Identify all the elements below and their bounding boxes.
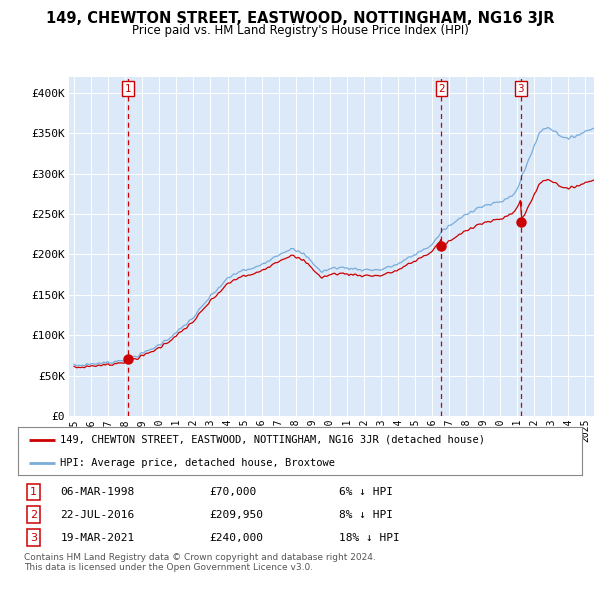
Text: 149, CHEWTON STREET, EASTWOOD, NOTTINGHAM, NG16 3JR (detached house): 149, CHEWTON STREET, EASTWOOD, NOTTINGHA… xyxy=(60,435,485,445)
Text: 2: 2 xyxy=(30,510,37,520)
Text: 6% ↓ HPI: 6% ↓ HPI xyxy=(340,487,394,497)
Text: Price paid vs. HM Land Registry's House Price Index (HPI): Price paid vs. HM Land Registry's House … xyxy=(131,24,469,37)
Text: HPI: Average price, detached house, Broxtowe: HPI: Average price, detached house, Brox… xyxy=(60,458,335,468)
Text: 19-MAR-2021: 19-MAR-2021 xyxy=(60,533,134,543)
Text: 2: 2 xyxy=(438,84,445,94)
Text: 8% ↓ HPI: 8% ↓ HPI xyxy=(340,510,394,520)
Text: £70,000: £70,000 xyxy=(210,487,257,497)
Text: 149, CHEWTON STREET, EASTWOOD, NOTTINGHAM, NG16 3JR: 149, CHEWTON STREET, EASTWOOD, NOTTINGHA… xyxy=(46,11,554,25)
Text: 18% ↓ HPI: 18% ↓ HPI xyxy=(340,533,400,543)
Text: 06-MAR-1998: 06-MAR-1998 xyxy=(60,487,134,497)
Text: Contains HM Land Registry data © Crown copyright and database right 2024.
This d: Contains HM Land Registry data © Crown c… xyxy=(24,553,376,572)
Text: 1: 1 xyxy=(30,487,37,497)
Text: 3: 3 xyxy=(518,84,524,94)
Text: 3: 3 xyxy=(30,533,37,543)
Text: £209,950: £209,950 xyxy=(210,510,264,520)
Text: £240,000: £240,000 xyxy=(210,533,264,543)
Text: 22-JUL-2016: 22-JUL-2016 xyxy=(60,510,134,520)
Text: 1: 1 xyxy=(125,84,131,94)
